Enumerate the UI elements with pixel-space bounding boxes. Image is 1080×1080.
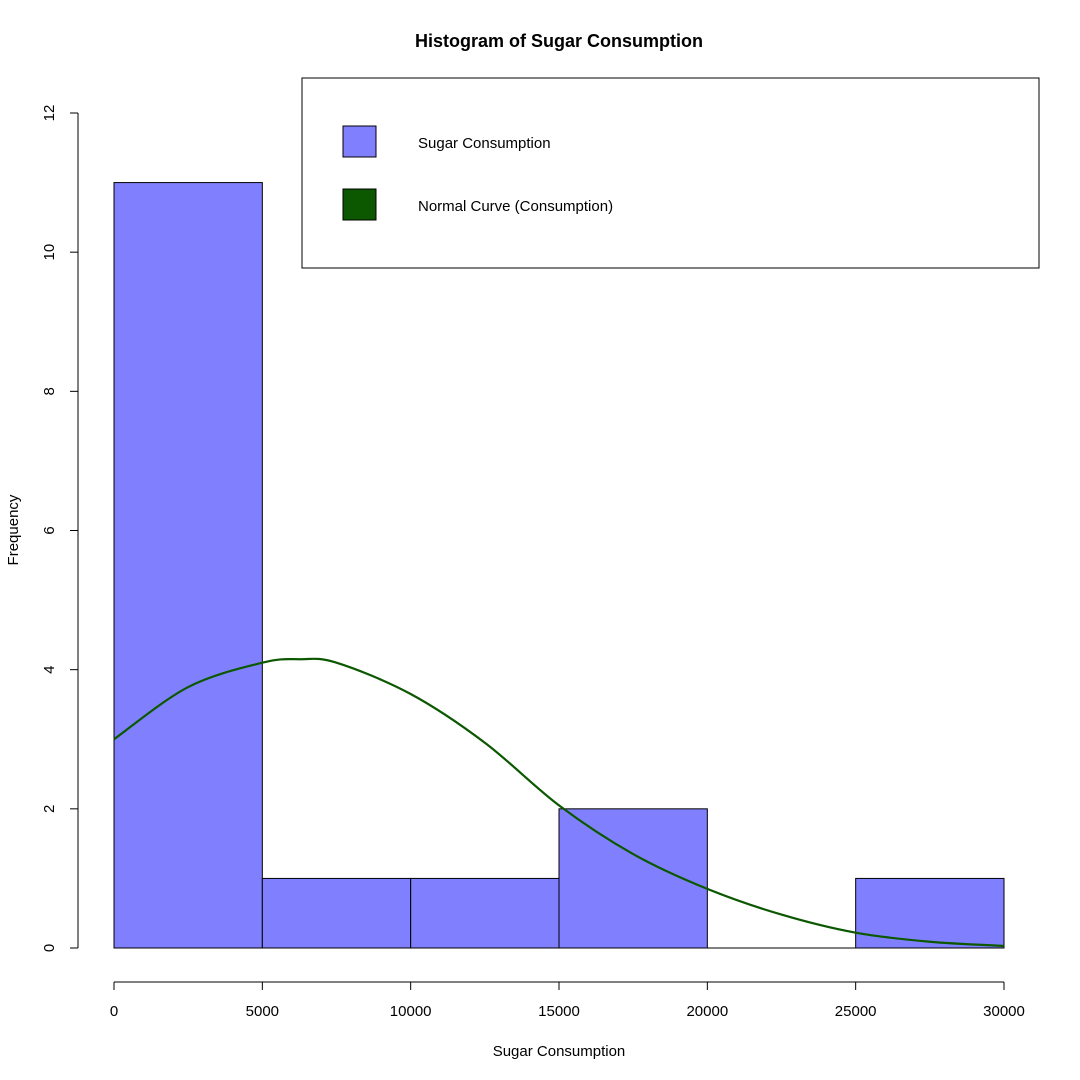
x-tick-label: 25000 bbox=[835, 1003, 877, 1020]
legend-box bbox=[301, 77, 1040, 269]
x-tick-label: 20000 bbox=[686, 1003, 728, 1020]
legend: Sugar Consumption Normal Curve (Consumpt… bbox=[301, 77, 1040, 269]
y-tick-label: 0 bbox=[41, 944, 58, 952]
legend-swatch-normal-curve bbox=[342, 188, 377, 221]
histogram-bar bbox=[113, 182, 263, 949]
legend-swatch-sugar-consumption bbox=[342, 125, 377, 158]
histogram-bars bbox=[113, 182, 1005, 949]
histogram-bar bbox=[855, 877, 1005, 949]
y-axis: 0 2 4 6 8 10 12 bbox=[41, 105, 79, 952]
x-axis: 0 5000 10000 15000 20000 25000 30000 bbox=[110, 981, 1025, 1020]
histogram-bar bbox=[261, 877, 412, 949]
x-tick-label: 15000 bbox=[538, 1003, 580, 1020]
normal-curve-line bbox=[113, 657, 1005, 948]
y-tick-label: 6 bbox=[41, 526, 58, 534]
x-axis-label: Sugar Consumption bbox=[493, 1043, 626, 1060]
x-tick-label: 0 bbox=[110, 1003, 118, 1020]
y-tick-label: 4 bbox=[41, 665, 58, 673]
y-tick-label: 10 bbox=[41, 244, 58, 261]
y-tick-label: 12 bbox=[41, 105, 58, 122]
legend-label-normal-curve: Normal Curve (Consumption) bbox=[418, 198, 613, 215]
y-tick-label: 8 bbox=[41, 387, 58, 395]
chart-title: Histogram of Sugar Consumption bbox=[415, 31, 703, 51]
x-tick-label: 10000 bbox=[390, 1003, 432, 1020]
y-axis-label: Frequency bbox=[5, 494, 22, 565]
histogram-bar bbox=[410, 877, 560, 949]
y-tick-label: 2 bbox=[41, 805, 58, 813]
legend-label-sugar-consumption: Sugar Consumption bbox=[418, 135, 551, 152]
x-tick-label: 30000 bbox=[983, 1003, 1025, 1020]
x-tick-label: 5000 bbox=[246, 1003, 279, 1020]
